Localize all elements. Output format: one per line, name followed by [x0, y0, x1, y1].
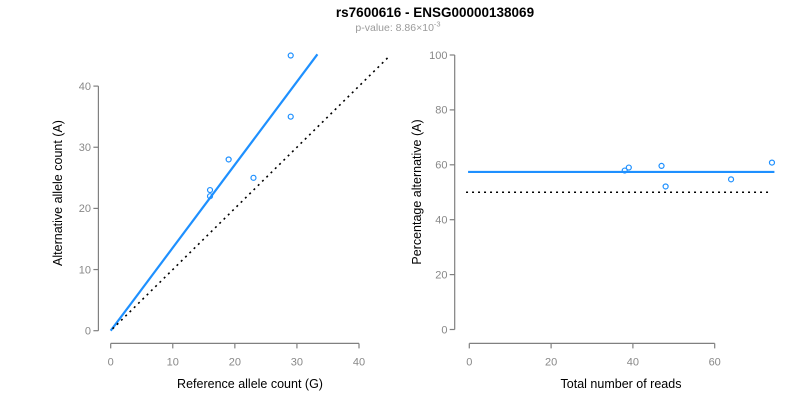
x-tick-label: 20	[545, 357, 557, 369]
x-tick-label: 0	[466, 357, 472, 369]
data-point	[625, 164, 632, 171]
y-tick-label: 80	[435, 105, 447, 117]
y-tick-label: 0	[85, 326, 91, 338]
y-tick-label: 40	[435, 215, 447, 227]
y-axis-title: Alternative allele count (A)	[51, 120, 65, 266]
data-point	[287, 113, 294, 120]
data-point	[658, 162, 665, 169]
y-tick-label: 60	[435, 160, 447, 172]
x-tick-label: 40	[627, 357, 639, 369]
p-value-text: p-value: 8.86×10	[355, 22, 434, 34]
y-tick-label: 40	[79, 81, 91, 93]
x-tick-label: 0	[108, 357, 114, 369]
data-point	[206, 193, 214, 200]
y-tick-label: 10	[79, 264, 91, 276]
x-axis-title: Total number of reads	[561, 377, 682, 391]
y-tick-label: 20	[435, 269, 447, 281]
fitted-ratio-line	[109, 53, 319, 332]
data-point	[250, 174, 257, 181]
data-point	[225, 156, 232, 163]
y-tick-label: 0	[441, 324, 447, 336]
y-tick-label: 100	[429, 50, 447, 62]
figure-subtitle: p-value: 8.86×10-3	[355, 19, 441, 34]
x-tick-label: 60	[709, 357, 721, 369]
x-tick-label: 20	[229, 357, 241, 369]
figure-title: rs7600616 - ENSG00000138069	[335, 5, 535, 20]
x-tick-label: 40	[353, 357, 365, 369]
p-value-exponent: -3	[433, 19, 441, 29]
x-axis-title: Reference allele count (G)	[177, 377, 323, 391]
y-tick-label: 30	[79, 142, 91, 154]
data-point	[621, 167, 628, 174]
data-point	[287, 52, 294, 59]
y-axis-title: Percentage alternative (A)	[410, 119, 424, 264]
y-tick-label: 20	[79, 203, 91, 215]
identity-line	[112, 56, 390, 330]
x-tick-label: 10	[167, 357, 179, 369]
data-point	[662, 183, 669, 190]
data-point	[768, 159, 776, 166]
data-point	[727, 176, 735, 183]
x-tick-label: 30	[291, 357, 303, 369]
data-point	[206, 186, 214, 194]
